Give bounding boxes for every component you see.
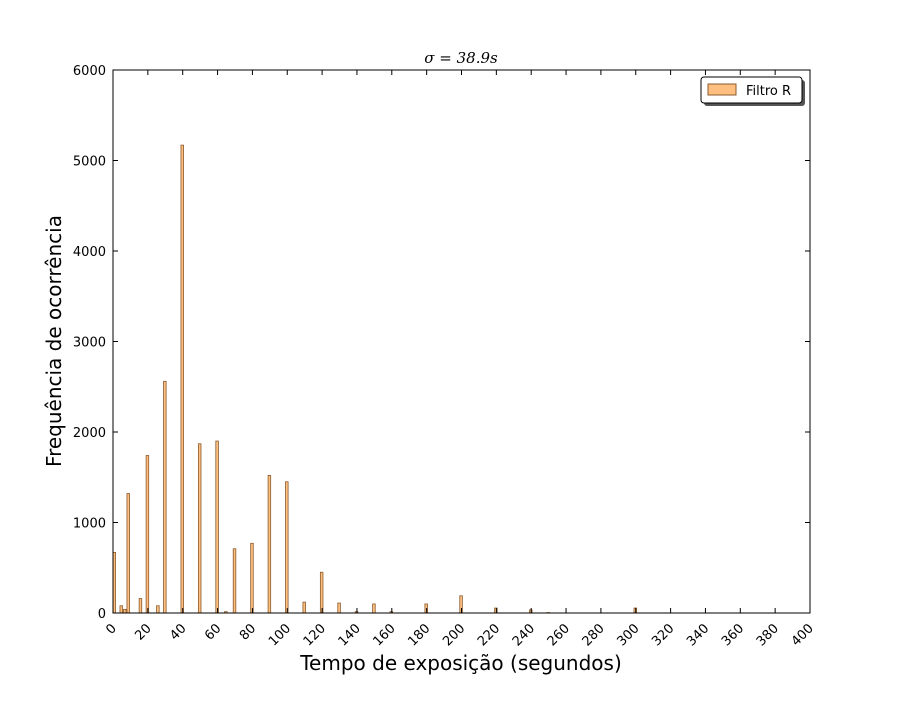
x-tick-label: 280 <box>580 621 608 649</box>
x-tick-label: 300 <box>614 621 642 649</box>
legend-label: Filtro R <box>746 84 791 99</box>
histogram-bar <box>126 493 130 614</box>
x-tick-label: 40 <box>167 621 189 643</box>
y-tick-label: 6000 <box>73 64 106 79</box>
x-tick-label: 20 <box>132 621 154 643</box>
x-tick-label: 400 <box>789 621 817 649</box>
x-tick-label: 160 <box>370 621 398 649</box>
x-tick-label: 260 <box>545 621 573 649</box>
x-tick-label: 380 <box>754 621 782 649</box>
histogram-bar <box>138 598 143 614</box>
chart-title: σ = 38.9s <box>424 49 498 67</box>
legend-swatch <box>707 83 737 96</box>
x-tick-label: 60 <box>202 621 224 643</box>
y-tick-label: 2000 <box>73 426 106 441</box>
histogram-bar <box>163 380 167 614</box>
y-tick-label: 1000 <box>73 517 106 532</box>
histogram-bar <box>156 605 160 614</box>
y-axis-label: Frequência de ocorrência <box>42 215 66 467</box>
y-tick-label: 4000 <box>73 245 106 260</box>
histogram-bar <box>180 144 184 614</box>
histogram-bar <box>145 455 150 614</box>
histogram-bar <box>285 481 289 614</box>
x-tick-label: 100 <box>266 621 294 649</box>
x-tick-label: 180 <box>405 621 433 649</box>
y-tick-label: 5000 <box>73 155 106 170</box>
x-tick-label: 220 <box>475 621 503 649</box>
x-tick-label: 240 <box>510 621 538 649</box>
histogram-bar <box>319 571 324 614</box>
y-tick-label: 0 <box>98 607 106 622</box>
histogram-bar <box>250 542 254 614</box>
histogram-bar <box>215 440 219 614</box>
x-tick-label: 360 <box>719 621 747 649</box>
histogram-bar <box>123 608 127 614</box>
histogram-bar <box>372 603 376 614</box>
axis-ticks: 0 1000 2000 3000 4000 5000 6000 0 20 40 60 80 100 120… <box>73 64 817 649</box>
legend: Filtro R <box>700 76 805 106</box>
histogram-bar <box>119 605 123 614</box>
histogram-bar <box>197 443 202 614</box>
x-tick-label: 80 <box>237 621 259 643</box>
histogram-bar <box>337 602 341 614</box>
x-tick-label: 0 <box>103 621 119 637</box>
x-axis-label: Tempo de exposição (segundos) <box>299 651 622 675</box>
x-tick-label: 340 <box>684 621 712 649</box>
histogram-bar <box>302 601 306 614</box>
x-tick-label: 140 <box>336 621 364 649</box>
x-tick-label: 200 <box>440 621 468 649</box>
x-tick-label: 120 <box>301 621 329 649</box>
x-tick-label: 320 <box>649 621 677 649</box>
histogram-bar <box>232 548 237 614</box>
bars-group <box>112 144 638 614</box>
y-tick-label: 3000 <box>73 336 106 351</box>
histogram-bar <box>267 475 272 614</box>
